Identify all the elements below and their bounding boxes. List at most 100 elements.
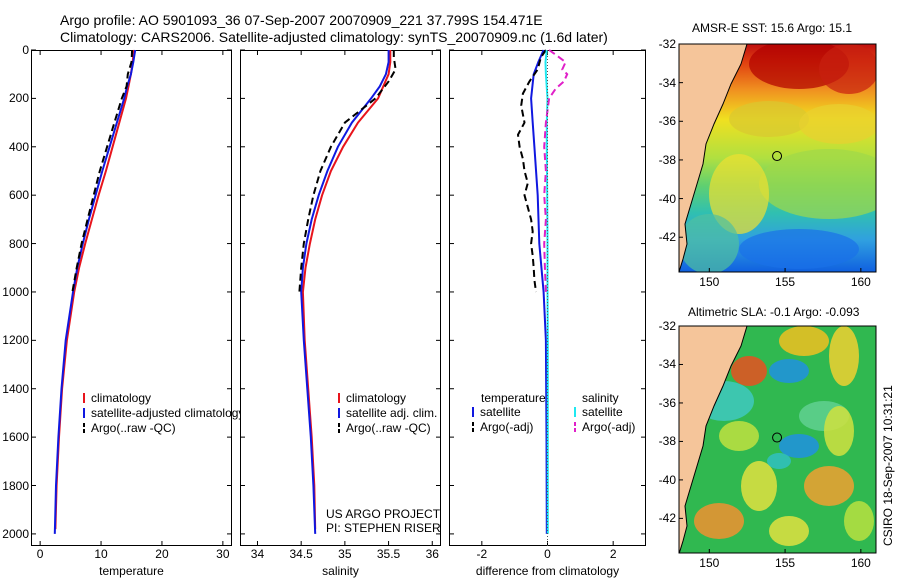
- difference-legend-label: satellite: [480, 405, 521, 419]
- sla-argo-marker: [772, 432, 783, 443]
- temperature-x-label: temperature: [99, 564, 164, 578]
- sla-ytick-label: -32: [658, 319, 676, 333]
- salinity-series-satellite-adj-clim-: [300, 50, 390, 534]
- difference-xtick-label: 0: [544, 547, 551, 561]
- temperature-xtick-label: 20: [155, 547, 169, 561]
- sla-xtick-label: 155: [775, 556, 796, 570]
- difference-legend-heading-salinity: salinity: [582, 391, 619, 405]
- sst-field-blob: [739, 229, 859, 269]
- sst-ytick-label: -32: [658, 37, 676, 51]
- sla-ytick-label: -36: [658, 395, 676, 410]
- sst-field-blob: [819, 44, 876, 94]
- sla-field-blob: [741, 461, 777, 511]
- difference-x-label: difference from climatology: [475, 564, 620, 578]
- sla-field-blob: [824, 406, 854, 456]
- difference-legend-heading-temperature: temperature: [481, 391, 546, 405]
- salinity-xtick-label: 34: [250, 547, 265, 561]
- sla-field-blob: [844, 501, 874, 541]
- sst-field-blob: [729, 101, 809, 137]
- temperature-plot: [31, 50, 232, 546]
- sst-field-blob: [799, 104, 876, 144]
- sla-coastline: [679, 326, 748, 553]
- salinity-legend-label: satellite adj. clim.: [346, 406, 437, 420]
- sla-field-blob: [731, 356, 767, 386]
- csiro-timestamp-label: CSIRO 18-Sep-2007 10:31:21: [881, 385, 895, 546]
- sst-map-title: AMSR-E SST: 15.6 Argo: 15.1: [692, 21, 853, 35]
- depth-tick-label: 400: [8, 139, 29, 154]
- temperature-series-satellite-adjusted-climatology: [53, 49, 137, 534]
- depth-tick-label: 1200: [2, 333, 29, 348]
- sla-field-blob: [779, 434, 819, 458]
- sla-field-blob: [779, 326, 829, 356]
- sla-frame: [678, 325, 877, 554]
- sla-map-title: Altimetric SLA: -0.1 Argo: -0.093: [688, 305, 860, 319]
- sst-coastline: [679, 44, 748, 272]
- difference-legend-label: satellite: [582, 405, 623, 419]
- depth-tick-label: 2000: [2, 526, 29, 541]
- difference-xtick-label: 2: [609, 547, 617, 561]
- salinity-plot: [240, 50, 441, 546]
- sst-ytick-label: -42: [658, 230, 676, 245]
- sst-xtick-label: 160: [850, 275, 871, 289]
- sst-map: [678, 43, 877, 273]
- sst-field-blob: [709, 154, 769, 234]
- salinity-xtick-label: 35.5: [376, 547, 401, 561]
- sla-map: [678, 325, 877, 554]
- temperature-legend-label: Argo(..raw -QC): [91, 421, 176, 435]
- difference-plot-canvas: temperaturesatelliteArgo(-adj)salinitysa…: [449, 49, 646, 546]
- sst-field: [679, 44, 876, 272]
- figure-title-line-2: Climatology: CARS2006. Satellite-adjuste…: [60, 29, 608, 45]
- sla-field-blob: [804, 466, 854, 506]
- sla-field-blob: [767, 453, 791, 469]
- sst-ytick-label: -38: [658, 152, 676, 167]
- depth-tick-label: 0: [22, 43, 29, 57]
- salinity-series-argo-raw-qc-: [298, 50, 397, 293]
- difference-legend-label: Argo(-adj): [582, 420, 635, 434]
- sla-xtick-label: 160: [850, 556, 871, 570]
- sst-ytick-label: -36: [658, 114, 676, 129]
- temperature-legend-label: satellite-adjusted climatology: [91, 406, 244, 420]
- sla-ytick-label: -38: [658, 434, 676, 449]
- sst-field-blob: [679, 214, 739, 272]
- temperature-series-climatology: [54, 49, 135, 530]
- sla-xtick-label: 150: [699, 556, 720, 570]
- depth-tick-label: 1800: [2, 478, 29, 493]
- sla-ytick-label: -40: [658, 472, 676, 487]
- salinity-xtick-label: 34.5: [289, 547, 313, 561]
- sla-ytick-label: -34: [658, 357, 676, 372]
- depth-tick-label: 1400: [2, 381, 29, 396]
- salinity-legend-label: Argo(..raw -QC): [346, 421, 431, 435]
- depth-tick-label: 800: [8, 236, 29, 251]
- temperature-series-argo-raw-qc-: [71, 49, 134, 293]
- difference-series-temperature-satellite: [530, 49, 548, 534]
- sla-ytick-label: -42: [658, 511, 676, 526]
- sla-field-blob: [769, 359, 809, 383]
- sst-frame: [678, 43, 877, 273]
- depth-tick-label: 1600: [2, 430, 29, 445]
- sla-field-blob: [829, 326, 859, 386]
- temperature-xtick-label: 10: [94, 547, 108, 561]
- depth-tick-label: 1000: [2, 284, 29, 299]
- sla-field-blob: [769, 516, 809, 546]
- figure-title-line-1: Argo profile: AO 5901093_36 07-Sep-2007 …: [60, 12, 543, 28]
- sst-argo-marker: [772, 151, 783, 162]
- project-label: US ARGO PROJECT: [326, 507, 441, 521]
- sst-land: [679, 44, 747, 272]
- salinity-legend-label: climatology: [346, 391, 406, 405]
- salinity-x-label: salinity: [322, 564, 359, 578]
- sst-xtick-label: 150: [699, 275, 720, 289]
- sla-field-blob: [719, 421, 759, 451]
- temperature-legend-label: climatology: [91, 391, 151, 405]
- temperature-xtick-label: 30: [216, 547, 230, 561]
- depth-tick-label: 200: [8, 91, 29, 106]
- pi-label: PI: STEPHEN RISER: [326, 521, 441, 535]
- salinity-xtick-label: 36: [425, 547, 439, 561]
- difference-legend-label: Argo(-adj): [480, 420, 533, 434]
- sla-field-blob: [694, 503, 744, 539]
- sla-land: [679, 326, 747, 553]
- sst-ytick-label: -40: [658, 191, 676, 206]
